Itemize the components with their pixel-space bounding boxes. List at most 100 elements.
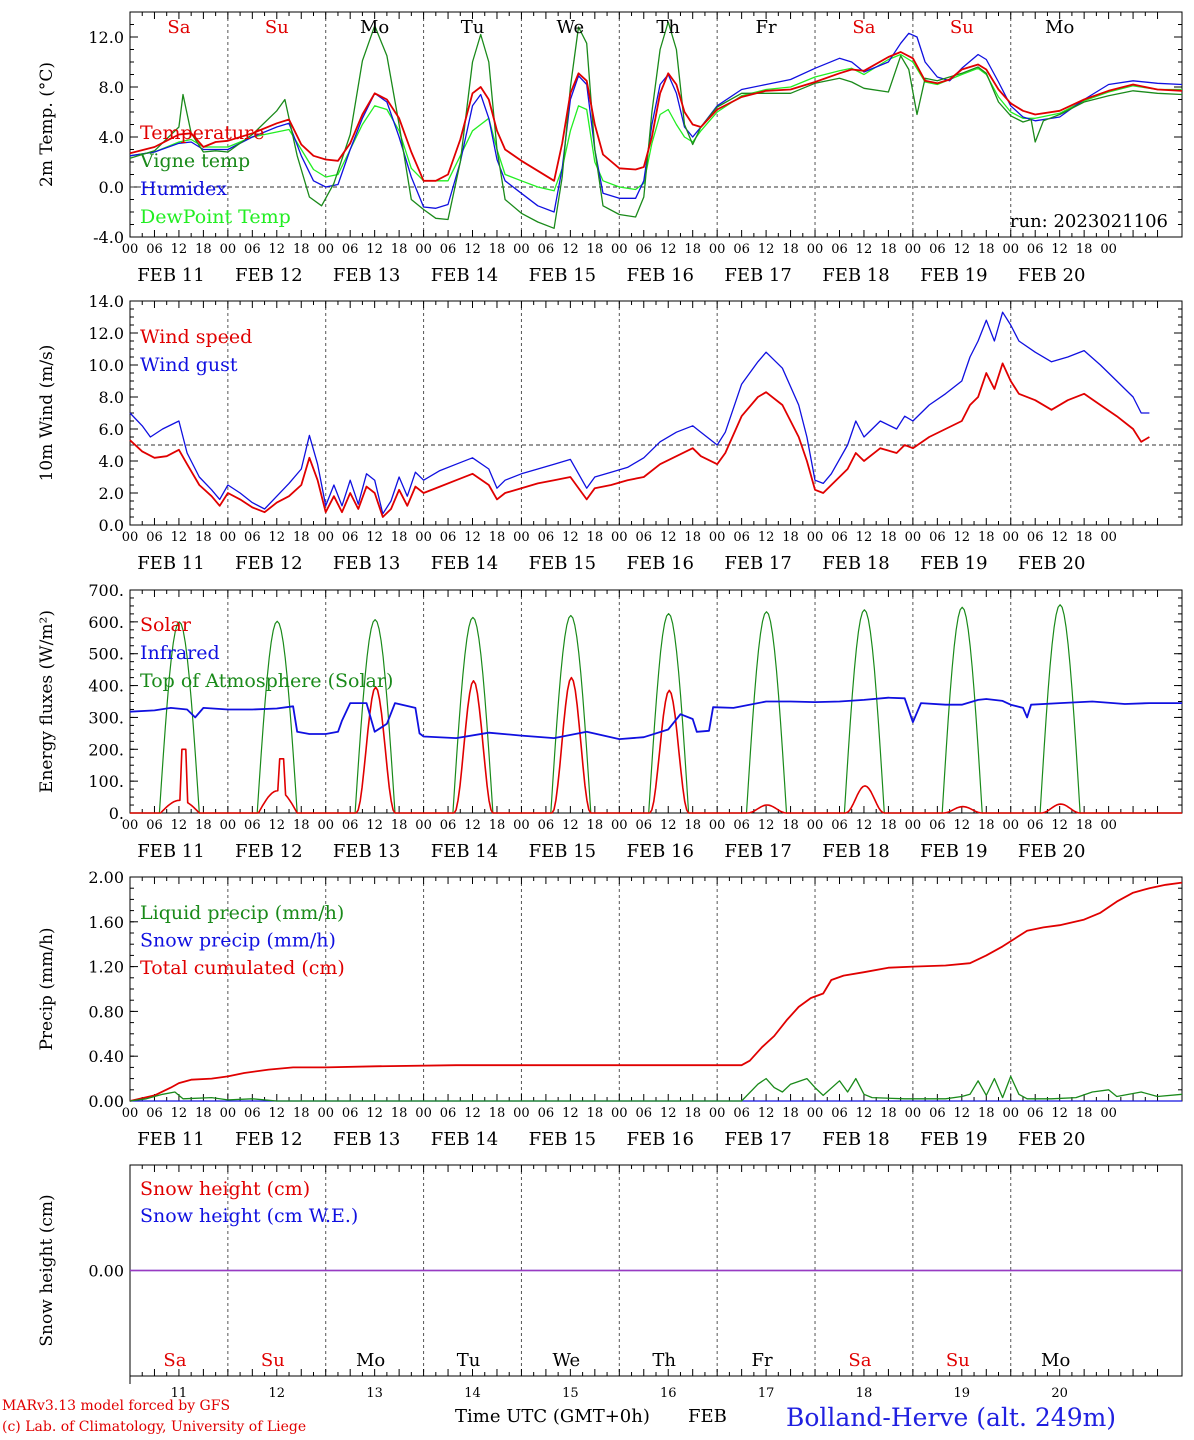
hour-tick-label: 18 <box>587 818 604 833</box>
hour-tick-label: 18 <box>195 1106 212 1121</box>
hour-tick-label: 00 <box>415 818 432 833</box>
model-credit: MARv3.13 model forced by GFS <box>2 1398 231 1414</box>
hour-tick-label: 00 <box>317 818 334 833</box>
weekday-label: Tu <box>461 17 485 38</box>
hour-tick-label: 12 <box>1051 818 1068 833</box>
hour-tick-label: 18 <box>391 1106 408 1121</box>
hour-tick-label: 18 <box>880 242 897 257</box>
panel-temperature <box>129 11 1183 238</box>
hour-tick-label: 12 <box>366 818 383 833</box>
weekday-label: Su <box>265 17 289 38</box>
hour-tick-label: 00 <box>709 530 726 545</box>
hour-tick-label: 06 <box>440 818 457 833</box>
hour-tick-label: 12 <box>856 242 873 257</box>
y-axis-label: 2m Temp. (°C) <box>37 62 57 187</box>
series-wind-gust <box>129 311 1150 515</box>
y-tick-label: 14.0 <box>88 292 124 311</box>
hour-tick-label: 12 <box>171 818 188 833</box>
hour-tick-label: 06 <box>733 1106 750 1121</box>
hour-tick-label: 00 <box>807 818 824 833</box>
hour-tick-label: 18 <box>880 818 897 833</box>
hour-tick-label: 00 <box>513 242 530 257</box>
day-number-label: 16 <box>660 1386 677 1401</box>
date-label: FEB 19 <box>920 1129 987 1150</box>
hour-tick-label: 12 <box>366 242 383 257</box>
y-tick-label: 12.0 <box>88 324 124 343</box>
date-label: FEB 13 <box>333 841 400 862</box>
hour-tick-label: 12 <box>366 1106 383 1121</box>
y-axis-label: Energy fluxes (W/m²) <box>37 610 57 793</box>
hour-tick-label: 00 <box>611 1106 628 1121</box>
hour-tick-label: 18 <box>489 242 506 257</box>
hour-tick-label: 12 <box>660 242 677 257</box>
date-label: FEB 17 <box>724 553 791 574</box>
legend-entry: Total cumulated (cm) <box>140 957 345 979</box>
hour-tick-label: 18 <box>391 530 408 545</box>
date-label: FEB 20 <box>1018 265 1085 286</box>
hour-tick-label: 18 <box>489 1106 506 1121</box>
date-label: FEB 15 <box>529 1129 596 1150</box>
hour-tick-label: 00 <box>611 818 628 833</box>
series-liquid-precip-mm-h- <box>129 1075 1183 1102</box>
hour-tick-label: 18 <box>1076 242 1093 257</box>
hour-tick-label: 18 <box>684 818 701 833</box>
weekday-label: Mo <box>1041 1350 1070 1371</box>
series-dewpoint-temp <box>129 53 1182 192</box>
hour-tick-label: 18 <box>978 242 995 257</box>
date-label: FEB 14 <box>431 841 498 862</box>
hour-tick-label: 06 <box>244 1106 261 1121</box>
hour-tick-label: 00 <box>1100 818 1117 833</box>
day-number-label: 19 <box>954 1386 971 1401</box>
hour-tick-label: 00 <box>905 242 922 257</box>
day-number-label: 12 <box>269 1386 286 1401</box>
hour-tick-label: 06 <box>146 530 163 545</box>
hour-tick-label: 06 <box>244 530 261 545</box>
y-tick-label: 100. <box>88 772 124 791</box>
hour-tick-label: 18 <box>880 530 897 545</box>
date-label: FEB 18 <box>822 553 889 574</box>
hour-tick-label: 00 <box>1100 1106 1117 1121</box>
y-axis-label: Precip (mm/h) <box>37 927 57 1050</box>
series-solar <box>130 676 1182 814</box>
date-label: FEB 18 <box>822 265 889 286</box>
hour-tick-label: 12 <box>856 818 873 833</box>
date-label: FEB 12 <box>235 553 302 574</box>
hour-tick-label: 00 <box>415 1106 432 1121</box>
weekday-label: Mo <box>1045 17 1074 38</box>
hour-tick-label: 12 <box>269 818 286 833</box>
hour-tick-label: 06 <box>146 818 163 833</box>
y-tick-label: -4.0 <box>93 228 124 247</box>
hour-tick-label: 00 <box>709 1106 726 1121</box>
date-label: FEB 14 <box>431 553 498 574</box>
hour-tick-label: 12 <box>464 242 481 257</box>
hour-tick-label: 00 <box>905 530 922 545</box>
hour-tick-label: 06 <box>1027 530 1044 545</box>
series-humidex <box>129 32 1183 213</box>
legend-entry: DewPoint Temp <box>140 206 291 228</box>
hour-tick-label: 12 <box>464 1106 481 1121</box>
legend-entry: Infrared <box>140 642 220 664</box>
y-tick-label: 0.40 <box>88 1047 124 1066</box>
date-label: FEB 16 <box>626 265 693 286</box>
weekday-label: Fr <box>756 17 777 38</box>
hour-tick-label: 12 <box>758 530 775 545</box>
hour-tick-label: 18 <box>782 818 799 833</box>
date-label: FEB 16 <box>626 553 693 574</box>
x-axis-label: Time UTC (GMT+0h) <box>455 1406 650 1427</box>
y-axis-label: Snow height (cm) <box>37 1194 57 1346</box>
hour-tick-label: 18 <box>1076 1106 1093 1121</box>
hour-tick-label: 06 <box>538 818 555 833</box>
hour-tick-label: 18 <box>293 530 310 545</box>
legend-entry: Liquid precip (mm/h) <box>140 902 344 924</box>
run-annotation: run: 2023021106 <box>1010 211 1168 232</box>
weekday-label: We <box>553 1350 581 1371</box>
hour-tick-label: 18 <box>489 818 506 833</box>
date-label: FEB 20 <box>1018 1129 1085 1150</box>
hour-tick-label: 18 <box>195 530 212 545</box>
date-label: FEB 12 <box>235 265 302 286</box>
hour-tick-label: 06 <box>733 242 750 257</box>
hour-tick-label: 06 <box>831 242 848 257</box>
hour-tick-label: 06 <box>831 1106 848 1121</box>
date-label: FEB 11 <box>137 265 204 286</box>
hour-tick-label: 00 <box>415 530 432 545</box>
